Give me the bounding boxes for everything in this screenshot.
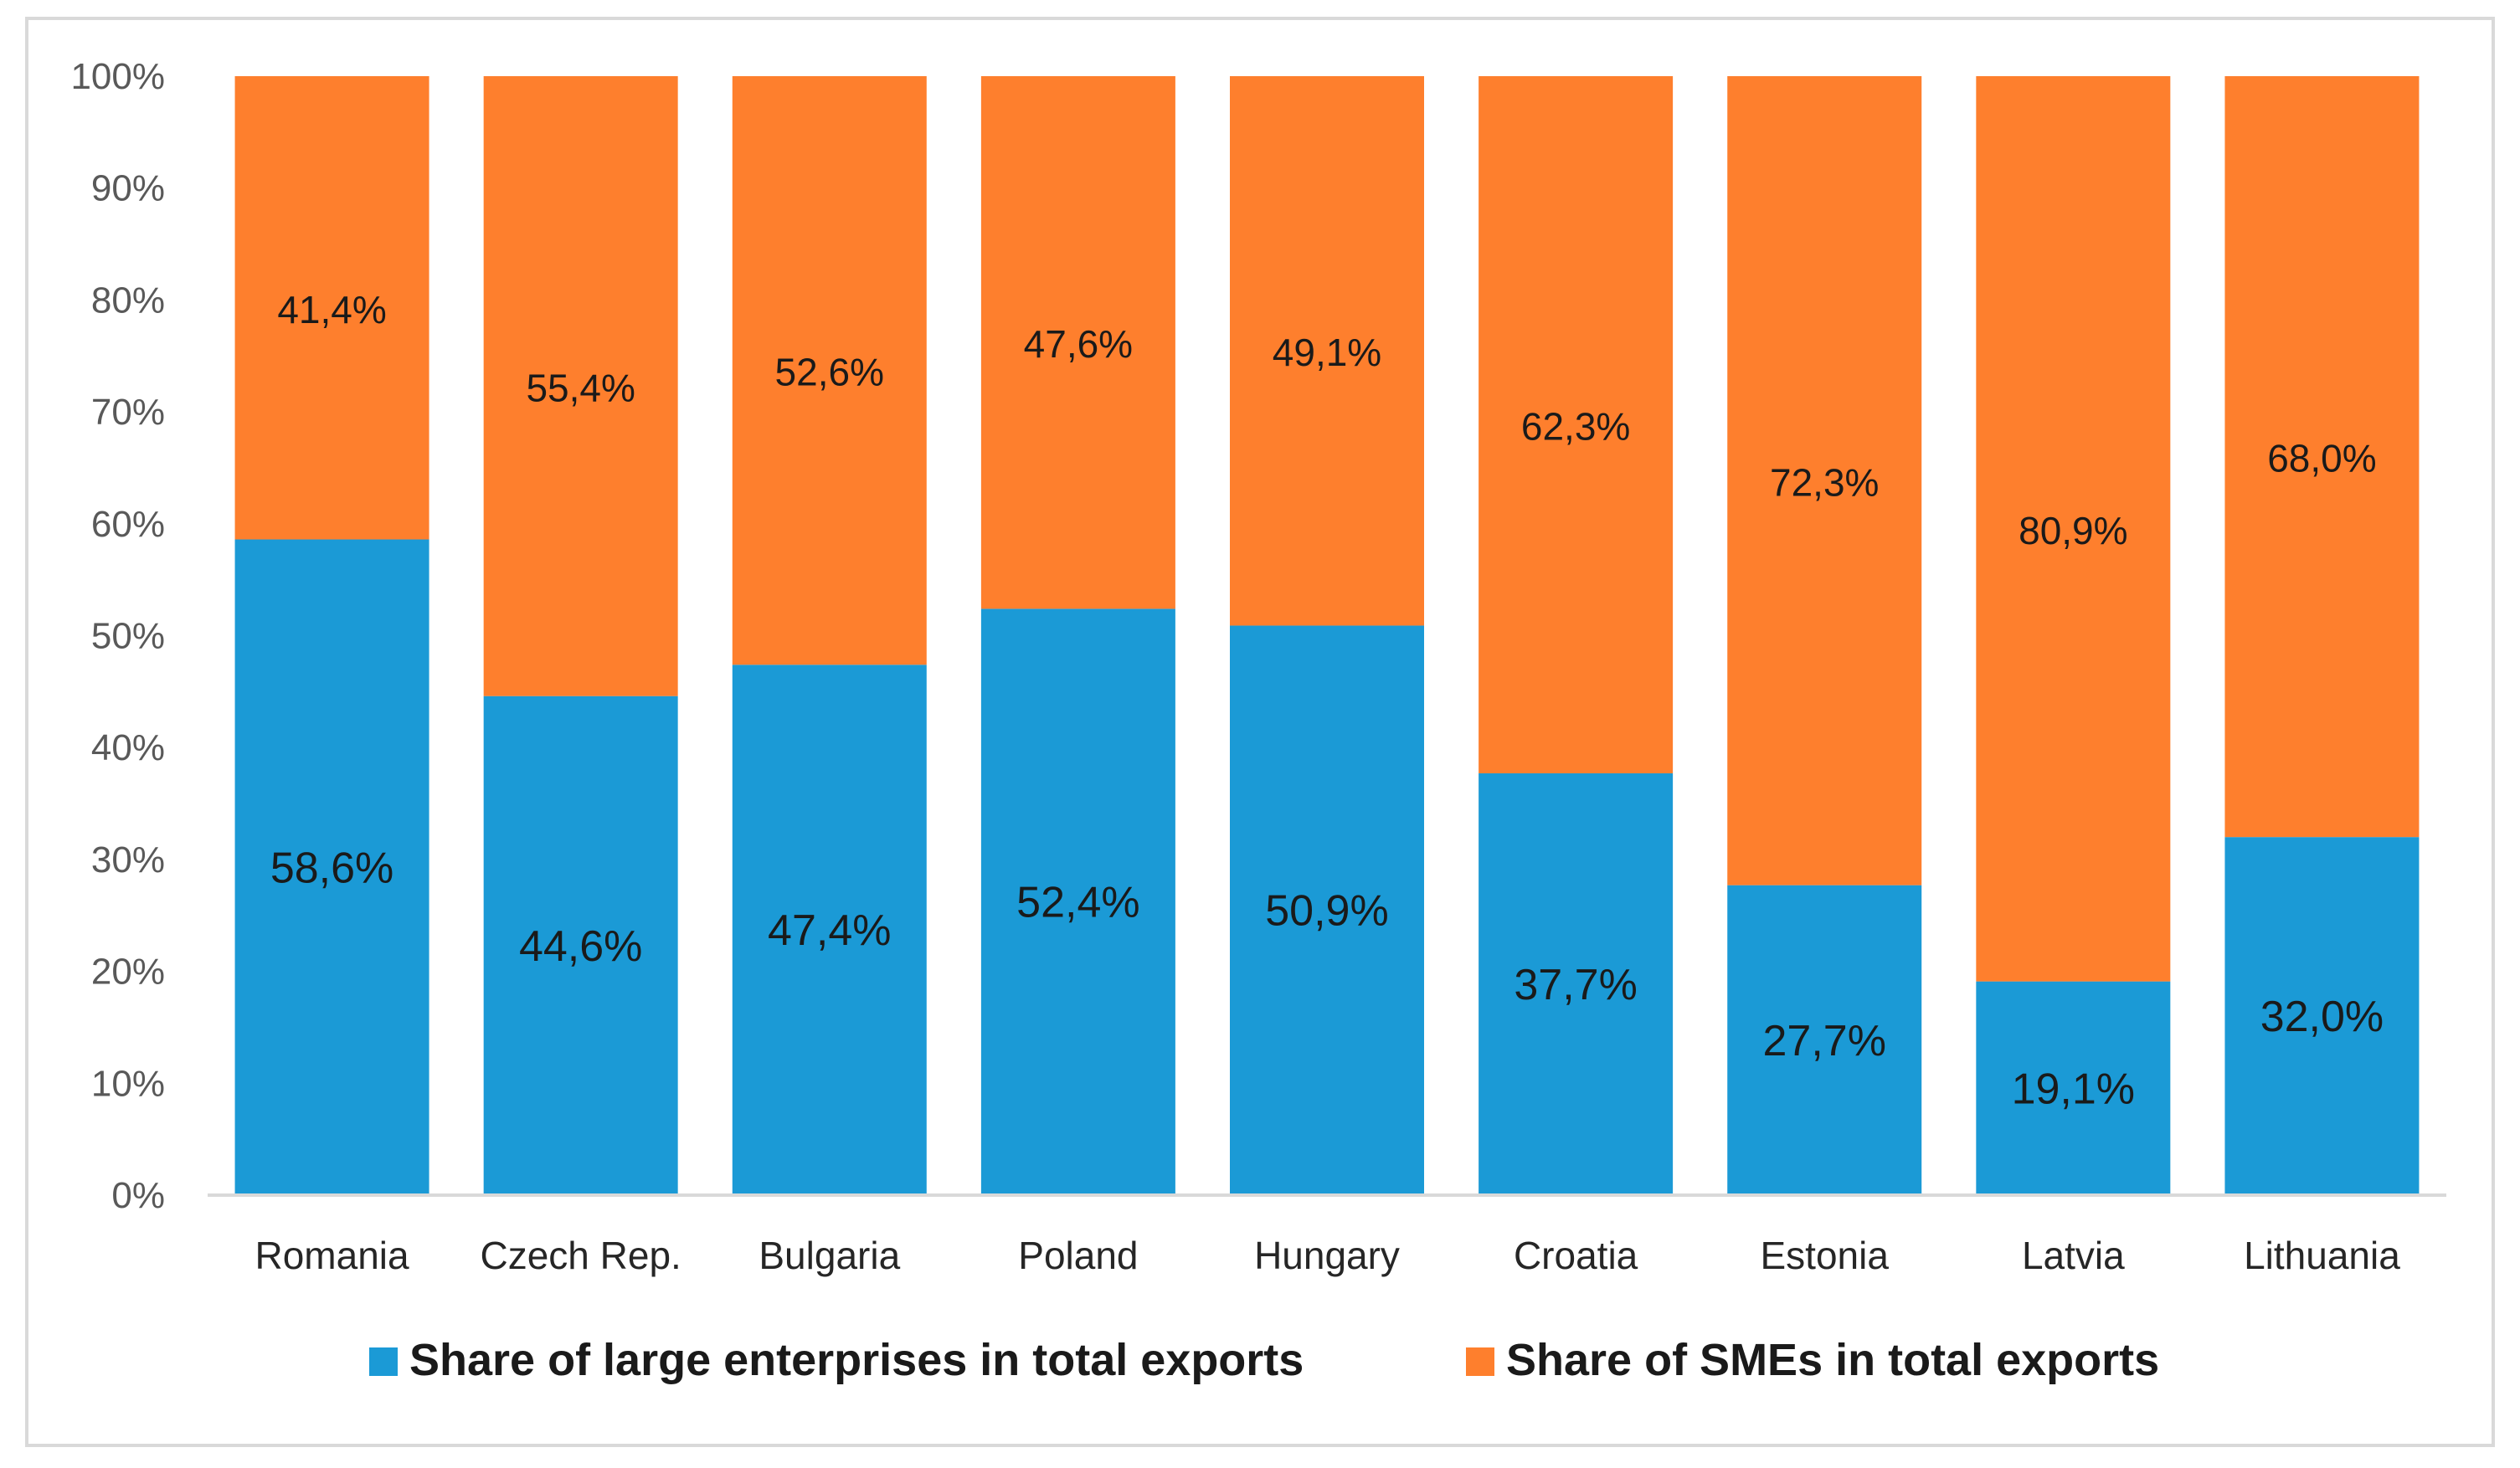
y-tick-label: 40% <box>91 727 165 768</box>
bar-large-enterprises <box>2224 837 2420 1195</box>
bar-smes <box>234 76 429 540</box>
y-tick-label: 50% <box>91 616 165 657</box>
bar-large-enterprises <box>1479 772 1674 1195</box>
y-tick-label: 0% <box>111 1175 165 1216</box>
plot-area: 58,6% 41,4% 44,6% 55,4% 47,4% 52,6% 52,4% 47,6%… <box>234 76 2420 1195</box>
bar-large-enterprises <box>483 696 678 1195</box>
data-label-large-enterprises: 37,7% <box>1514 961 1637 1009</box>
data-label-smes: 80,9% <box>2019 509 2127 552</box>
y-tick-label: 80% <box>91 280 165 321</box>
legend: Share of large enterprises in total expo… <box>369 1335 2159 1385</box>
y-tick-label: 90% <box>91 168 165 209</box>
y-tick-label: 60% <box>91 504 165 545</box>
bar-large-enterprises <box>1976 981 2171 1195</box>
x-tick-label: Estonia <box>1761 1234 1890 1277</box>
y-tick-label: 30% <box>91 839 165 880</box>
bar-smes <box>2224 76 2420 838</box>
data-label-large-enterprises: 52,4% <box>1016 879 1139 927</box>
data-label-smes: 55,4% <box>526 366 635 409</box>
x-tick-label: Lithuania <box>2244 1234 2400 1277</box>
x-tick-label: Latvia <box>2022 1234 2125 1277</box>
bar-smes <box>1230 76 1424 626</box>
data-label-smes: 68,0% <box>2267 437 2376 480</box>
y-tick-label: 70% <box>91 392 165 433</box>
bar-large-enterprises <box>234 539 429 1195</box>
legend-label-smes: Share of SMEs in total exports <box>1506 1335 2159 1385</box>
data-label-large-enterprises: 58,6% <box>270 844 393 892</box>
legend-swatch-smes <box>1466 1347 1494 1376</box>
data-label-large-enterprises: 50,9% <box>1265 887 1388 936</box>
data-label-smes: 72,3% <box>1770 460 1879 504</box>
data-label-smes: 47,6% <box>1024 322 1133 366</box>
x-tick-label: Poland <box>1018 1234 1138 1277</box>
data-label-large-enterprises: 32,0% <box>2260 993 2384 1041</box>
bar-smes <box>1976 76 2171 982</box>
bar-large-enterprises <box>732 665 927 1195</box>
bar-smes <box>1727 76 1922 885</box>
bar-large-enterprises <box>980 608 1175 1195</box>
y-tick-label: 100% <box>70 56 165 97</box>
data-label-large-enterprises: 19,1% <box>2012 1065 2135 1113</box>
bar-large-enterprises <box>1727 885 1922 1195</box>
data-label-large-enterprises: 44,6% <box>519 922 642 971</box>
bar-smes <box>732 76 927 665</box>
bar-smes <box>980 76 1175 609</box>
x-axis: Romania Czech Rep. Bulgaria Poland Hungary Cr… <box>255 1234 2401 1277</box>
legend-swatch-large-enterprises <box>369 1347 398 1376</box>
bar-smes <box>1479 76 1674 773</box>
x-tick-label: Hungary <box>1254 1234 1400 1277</box>
x-tick-label: Bulgaria <box>759 1234 900 1277</box>
data-label-smes: 52,6% <box>775 351 884 394</box>
x-tick-label: Croatia <box>1514 1234 1638 1277</box>
y-axis: 0% 10% 20% 30% 40% 50% 60% 70% 80% 90% 100% <box>70 56 165 1216</box>
data-label-large-enterprises: 27,7% <box>1762 1017 1885 1065</box>
y-tick-label: 10% <box>91 1063 165 1104</box>
legend-label-large-enterprises: Share of large enterprises in total expo… <box>409 1335 1304 1385</box>
data-label-smes: 49,1% <box>1273 331 1381 374</box>
bar-smes <box>483 76 678 696</box>
bar-large-enterprises <box>1230 625 1424 1195</box>
data-label-large-enterprises: 47,4% <box>768 906 891 955</box>
data-label-smes: 41,4% <box>277 288 386 331</box>
x-tick-label: Romania <box>255 1234 410 1277</box>
data-label-smes: 62,3% <box>1521 404 1630 448</box>
x-tick-label: Czech Rep. <box>480 1234 681 1277</box>
y-tick-label: 20% <box>91 952 165 993</box>
